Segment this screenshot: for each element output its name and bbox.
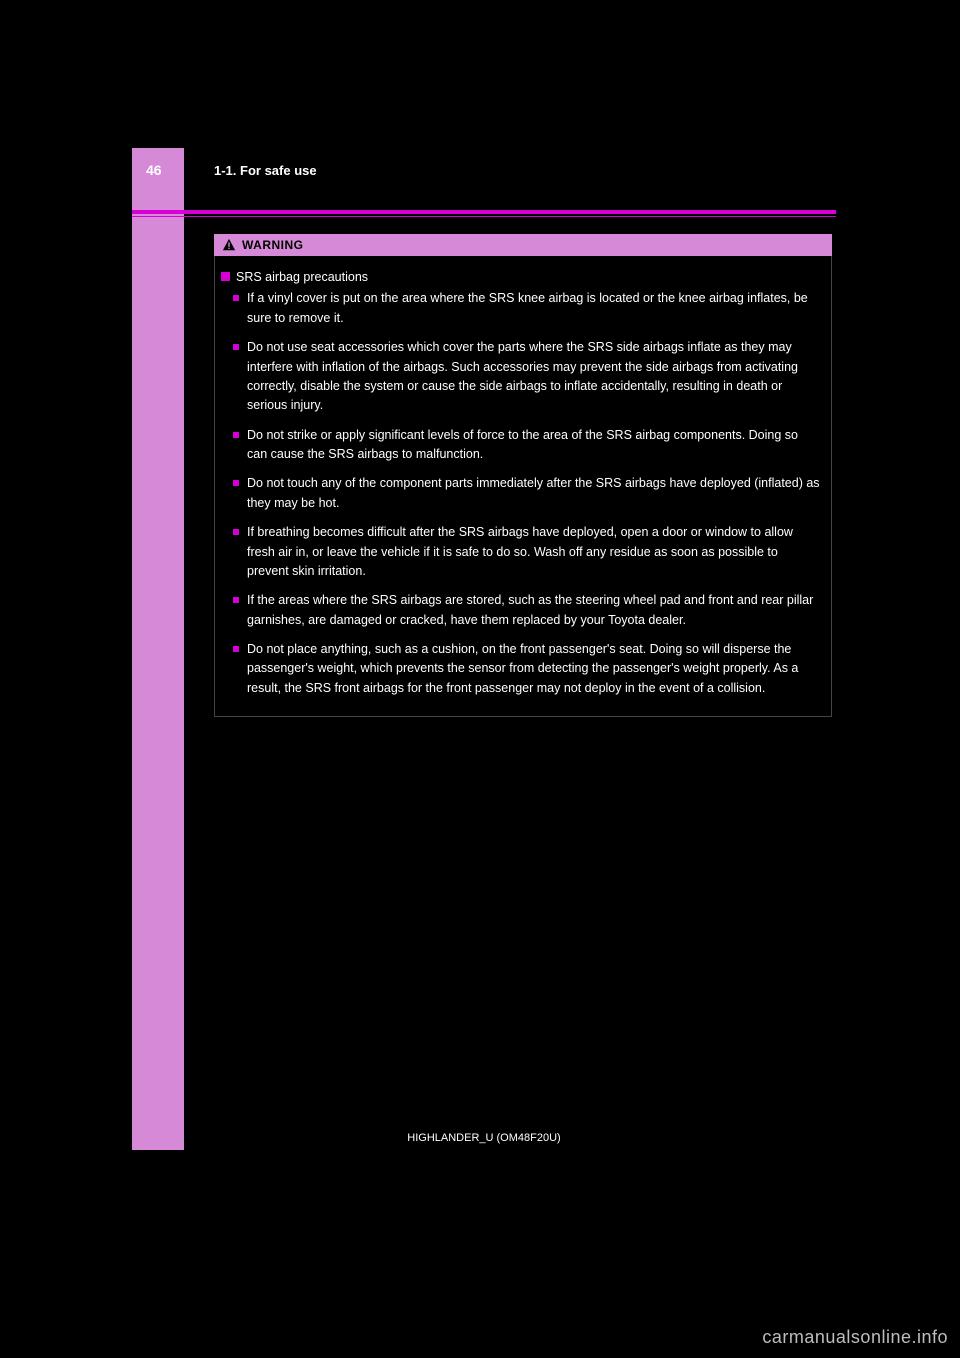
- list-item: Do not place anything, such as a cushion…: [233, 640, 821, 698]
- warning-box: WARNING SRS airbag precautions If a viny…: [214, 234, 832, 717]
- bullet-icon: [233, 480, 239, 486]
- warning-section-title-row: SRS airbag precautions: [221, 268, 821, 287]
- warning-section-title: SRS airbag precautions: [236, 268, 368, 287]
- list-item: If breathing becomes difficult after the…: [233, 523, 821, 581]
- watermark: carmanualsonline.info: [762, 1327, 948, 1348]
- divider-thin: [132, 216, 836, 217]
- warning-bullet-list: If a vinyl cover is put on the area wher…: [233, 289, 821, 698]
- warning-header: WARNING: [214, 234, 832, 256]
- bullet-text: Do not touch any of the component parts …: [247, 474, 821, 513]
- list-item: Do not touch any of the component parts …: [233, 474, 821, 513]
- divider-thick: [132, 210, 836, 214]
- bullet-icon: [233, 344, 239, 350]
- bullet-text: Do not strike or apply significant level…: [247, 426, 821, 465]
- square-bullet-icon: [221, 272, 230, 281]
- bullet-icon: [233, 597, 239, 603]
- warning-label: WARNING: [242, 238, 304, 252]
- bullet-icon: [233, 295, 239, 301]
- bullet-text: Do not use seat accessories which cover …: [247, 338, 821, 416]
- bullet-text: Do not place anything, such as a cushion…: [247, 640, 821, 698]
- bullet-icon: [233, 529, 239, 535]
- section-tab: [132, 148, 184, 1150]
- bullet-icon: [233, 646, 239, 652]
- manual-page: 46 1-1. For safe use WARNING SRS airbag …: [132, 148, 836, 1154]
- bullet-text: If breathing becomes difficult after the…: [247, 523, 821, 581]
- warning-icon: [222, 238, 236, 252]
- bullet-text: If the areas where the SRS airbags are s…: [247, 591, 821, 630]
- list-item: If a vinyl cover is put on the area wher…: [233, 289, 821, 328]
- bullet-text: If a vinyl cover is put on the area wher…: [247, 289, 821, 328]
- list-item: Do not use seat accessories which cover …: [233, 338, 821, 416]
- section-heading: 1-1. For safe use: [214, 163, 317, 178]
- page-number: 46: [146, 162, 162, 178]
- bullet-icon: [233, 432, 239, 438]
- list-item: Do not strike or apply significant level…: [233, 426, 821, 465]
- warning-body: SRS airbag precautions If a vinyl cover …: [214, 256, 832, 717]
- page-footer: HIGHLANDER_U (OM48F20U): [132, 1132, 836, 1144]
- list-item: If the areas where the SRS airbags are s…: [233, 591, 821, 630]
